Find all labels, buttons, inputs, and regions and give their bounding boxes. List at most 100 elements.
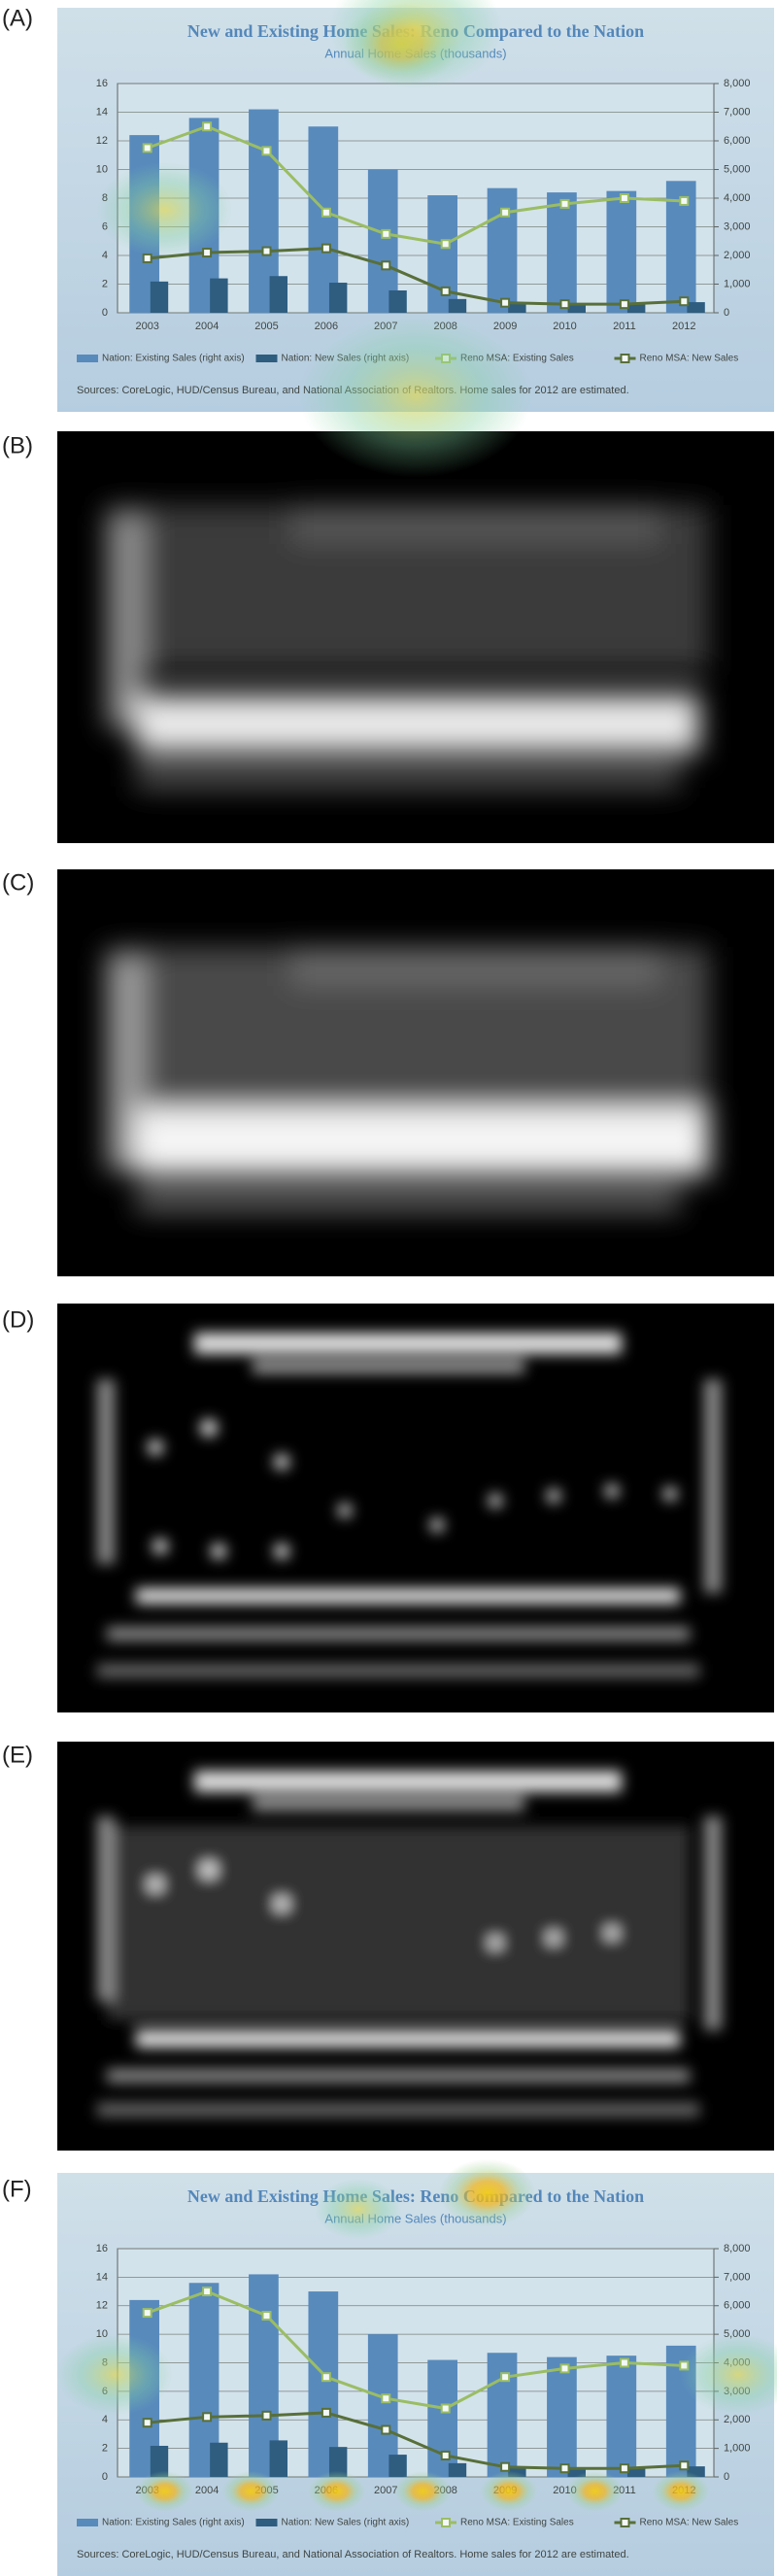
line-marker — [261, 2410, 272, 2421]
line-marker — [619, 299, 629, 310]
saliency-map — [57, 1304, 774, 1712]
legend-swatch — [77, 355, 98, 362]
saliency-map — [57, 869, 774, 1276]
heatmap-spot — [135, 2470, 194, 2512]
line-marker — [261, 146, 272, 156]
heatmap-haze — [57, 2173, 774, 2576]
y2-tick-label: 4,000 — [724, 192, 751, 204]
y-tick-label: 16 — [96, 2243, 108, 2254]
legend-swatch — [620, 2518, 630, 2527]
line-marker — [142, 143, 152, 153]
heatmap-spot — [307, 2470, 366, 2512]
bar — [150, 281, 169, 313]
bar — [626, 304, 646, 313]
line-marker — [381, 2424, 391, 2435]
line-marker — [559, 299, 570, 310]
line-marker — [619, 2463, 629, 2474]
line-marker — [440, 2403, 451, 2414]
y-tick-label: 16 — [96, 78, 108, 89]
line-marker — [202, 2287, 213, 2297]
y2-tick-label: 7,000 — [724, 2271, 751, 2283]
bar — [210, 278, 228, 313]
line-marker — [500, 2461, 511, 2472]
y2-tick-label: 7,000 — [724, 106, 751, 118]
bar — [606, 2356, 637, 2477]
legend-label: Nation: Existing Sales (right axis) — [102, 2518, 245, 2528]
line-marker — [321, 2372, 331, 2383]
y-tick-label: 14 — [96, 106, 108, 118]
x-tick-label: 2005 — [254, 321, 278, 332]
x-tick-label: 2003 — [135, 321, 158, 332]
y-tick-label: 12 — [96, 135, 108, 147]
line-marker — [500, 297, 511, 308]
y-tick-label: 4 — [102, 250, 108, 261]
bar — [508, 2466, 526, 2477]
heatmap-spot — [438, 2158, 536, 2227]
heatmap-spot — [314, 2178, 402, 2240]
saliency-map — [57, 431, 774, 843]
bar — [367, 2334, 398, 2477]
y2-tick-label: 8,000 — [724, 2243, 751, 2254]
y2-tick-label: 2,000 — [724, 2414, 751, 2425]
y-tick-label: 14 — [96, 2271, 108, 2283]
line-marker — [679, 195, 690, 206]
line-marker — [440, 239, 451, 250]
y-tick-label: 2 — [102, 2443, 108, 2455]
bar — [388, 289, 407, 313]
panel-label: (B) — [2, 432, 33, 458]
line-marker — [559, 2463, 570, 2474]
x-tick-label: 2006 — [315, 321, 338, 332]
line-marker — [440, 2450, 451, 2460]
line — [147, 2411, 685, 2470]
bar — [687, 2466, 705, 2477]
bar — [308, 2291, 339, 2477]
legend-label: Nation: New Sales (right axis) — [282, 2518, 410, 2528]
panel-label: (D) — [2, 1306, 34, 1333]
heatmap-spot — [96, 162, 233, 257]
x-tick-label: 2007 — [374, 2485, 397, 2496]
panel-label: (E) — [2, 1742, 33, 1768]
y-tick-label: 10 — [96, 163, 108, 175]
x-tick-label: 2004 — [195, 2485, 219, 2496]
bar — [687, 302, 705, 313]
heatmap-spot — [479, 2470, 538, 2512]
legend-label: Reno MSA: Existing Sales — [460, 2518, 574, 2528]
line-marker — [679, 296, 690, 307]
chart: New and Existing Home Sales: Reno Compar… — [57, 0, 774, 478]
line-marker — [321, 2407, 331, 2418]
line-marker — [261, 2311, 272, 2322]
y-tick-label: 0 — [102, 307, 108, 319]
line-marker — [559, 198, 570, 209]
y2-tick-label: 3,000 — [724, 220, 751, 232]
y2-tick-label: 6,000 — [724, 2300, 751, 2312]
panel-label: (A) — [2, 5, 33, 31]
line-marker — [202, 248, 213, 258]
chart-source: Sources: CoreLogic, HUD/Census Bureau, a… — [77, 2549, 629, 2560]
bar — [626, 2468, 646, 2477]
bar — [547, 2356, 577, 2477]
heatmap-spot — [393, 2470, 453, 2512]
heatmap-spot — [221, 2470, 281, 2512]
y2-tick-label: 1,000 — [724, 2443, 751, 2455]
line-marker — [142, 2418, 152, 2428]
saliency-map — [57, 1742, 774, 2151]
heatmap-spot — [680, 2333, 777, 2416]
x-tick-label: 2004 — [195, 321, 219, 332]
panel-label: (F) — [2, 2176, 32, 2202]
bar — [308, 126, 339, 313]
line-marker — [500, 2372, 511, 2383]
heatmap-haze — [57, 8, 774, 412]
heatmap-spot — [565, 2470, 625, 2512]
line-marker — [619, 2357, 629, 2368]
line-marker — [440, 286, 451, 296]
y-tick-label: 2 — [102, 278, 108, 289]
bar — [269, 276, 287, 313]
x-tick-label: 2012 — [672, 321, 695, 332]
bar — [606, 190, 637, 313]
bar — [388, 2455, 407, 2477]
y2-tick-label: 6,000 — [724, 135, 751, 147]
y-tick-label: 4 — [102, 2414, 108, 2425]
heatmap-spot — [56, 2333, 174, 2416]
